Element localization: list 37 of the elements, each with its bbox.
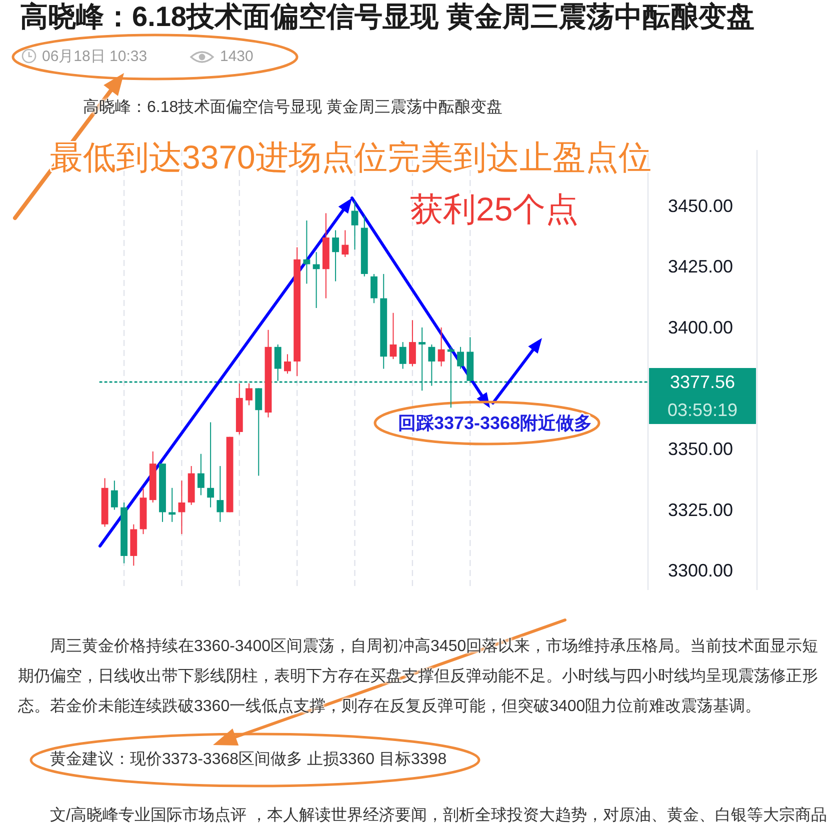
annotation: 1430: [220, 47, 254, 67]
annotation: 获利25个点: [410, 190, 579, 228]
y-tick-label: 3300.00: [668, 560, 734, 581]
candlestick: [457, 346, 464, 370]
ref-line-label: 3377.56: [649, 368, 756, 396]
candlestick: [246, 382, 252, 406]
countdown-label: 03:59:19: [649, 396, 756, 424]
y-tick-label: 3450.00: [668, 196, 734, 216]
candlestick: [216, 466, 224, 522]
annotation: 06月18日 10:33: [42, 47, 148, 67]
candlestick: [110, 480, 118, 510]
annotation: 文/高晓峰专业国际市场点评 ，本人解读世界经济要闻，剖析全球投资大趋势，对原油、黄金、白银等大宗商品: [50, 806, 827, 826]
candlestick: [274, 344, 282, 382]
candlestick: [351, 200, 358, 250]
candlestick: [370, 273, 378, 304]
candlestick: [312, 252, 320, 309]
candlestick: [390, 312, 397, 360]
y-tick-label: 3350.00: [668, 439, 734, 460]
candlestick: [168, 487, 176, 522]
y-tick-label: 3400.00: [668, 317, 734, 338]
annotation: 黄金建议：现价3373-3368区间做多 止损3360 目标3398: [50, 750, 447, 770]
ref-line-label: 3377.56: [670, 372, 736, 392]
candlestick: [332, 230, 340, 282]
title: 高晓峰：6.18技术面偏空信号显现 黄金周三震荡中酝酿变盘: [20, 0, 754, 34]
candlestick: [438, 326, 445, 367]
annotation: 回踩3373-3368附近做多: [398, 413, 592, 433]
candlestick: [207, 422, 214, 508]
candlestick: [197, 453, 204, 496]
y-tick-label: 3425.00: [668, 256, 734, 277]
candlestick: [178, 480, 186, 535]
candlestick: [284, 354, 291, 374]
y-tick-label: 3325.00: [668, 500, 734, 520]
candlestick: [255, 388, 262, 476]
candlestick: [408, 320, 416, 367]
candlestick: [303, 220, 310, 284]
candlestick: [399, 342, 406, 370]
candlestick: [342, 230, 349, 258]
